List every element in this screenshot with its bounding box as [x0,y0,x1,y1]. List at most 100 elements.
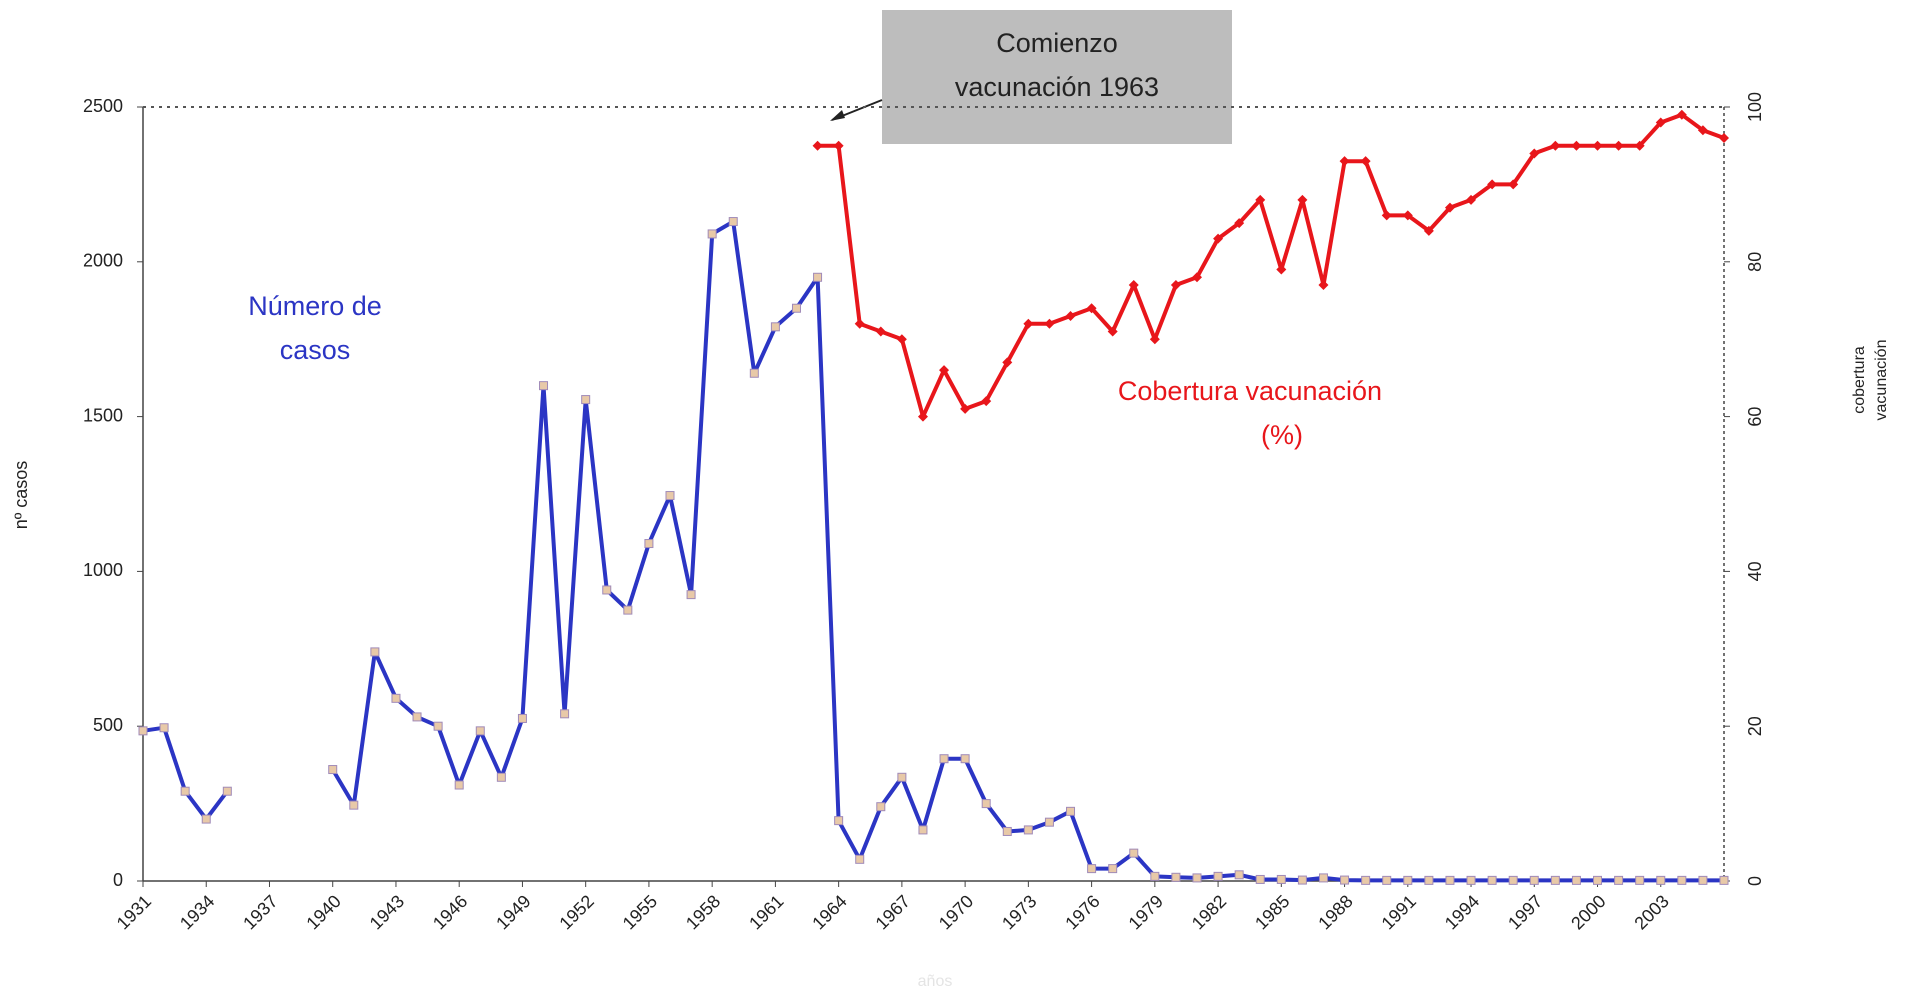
point [1107,326,1118,337]
point [1424,875,1434,885]
point [981,396,992,407]
y-tick-label: 1000 [83,560,123,580]
y2-axis-label-line: vacunación [1873,340,1890,421]
point [1508,875,1518,885]
point [1360,156,1371,167]
point [1571,875,1581,885]
point [1529,875,1539,885]
box-text-line: Comienzo [996,28,1118,58]
point [517,713,527,723]
point [854,318,865,329]
point [1128,280,1139,291]
point [1192,873,1202,883]
point [349,800,359,810]
point [1234,870,1244,880]
cases-annotation-line: Número de [248,291,382,321]
x-tick-label: 1994 [1441,891,1483,933]
point [1087,864,1097,874]
point [1402,210,1413,221]
point [1361,875,1371,885]
point [1213,233,1224,244]
point [1150,871,1160,881]
point [939,365,950,376]
point [1002,826,1012,836]
point [1276,264,1287,275]
point [813,272,823,282]
point [1719,132,1729,143]
point [749,368,759,378]
x-tick-label: 1991 [1378,891,1420,933]
x-tick-label: 1982 [1188,891,1230,933]
x-tick-label: 1967 [872,891,914,933]
point [665,491,675,501]
point [1276,874,1286,884]
arrow-head [830,110,845,121]
point [1614,875,1624,885]
y-axis-label: nº casos [11,461,31,530]
point [1592,140,1603,151]
point [1318,873,1328,883]
x-tick-label: 1976 [1061,891,1103,933]
point [454,780,464,790]
point [1149,334,1160,345]
point [1086,303,1097,314]
point [1339,156,1350,167]
series-line [817,112,1725,419]
point [960,754,970,764]
point [1002,357,1013,368]
box-text: Comienzo vacunación 1963 [955,28,1159,102]
point [981,799,991,809]
x-tick-label: 1961 [745,891,787,933]
point [1613,140,1624,151]
point [1529,148,1540,159]
point [1318,280,1329,291]
y2-tick-label: 40 [1745,561,1765,581]
x-tick-label: 1985 [1251,891,1293,933]
coverage-annotation: Cobertura vacunación (%) [1118,376,1382,450]
x-tick-label: 1934 [176,891,218,933]
y2-tick-label: 100 [1745,92,1765,122]
point [855,854,865,864]
point [1508,179,1519,190]
point [875,326,886,337]
point [560,709,570,719]
point [1487,875,1497,885]
point [686,590,696,600]
x-tick-label: 1973 [998,891,1040,933]
point [433,721,443,731]
point [1550,875,1560,885]
y-tick-label: 2000 [83,251,123,271]
point [918,825,928,835]
y-tick-label: 2500 [83,96,123,116]
point [1255,874,1265,884]
x-axis-label: años [918,973,953,990]
x-tick-label: 1940 [302,891,344,933]
point [1487,179,1498,190]
point [475,726,485,736]
y-tick-label: 1500 [83,405,123,425]
x-tick-label: 1958 [682,891,724,933]
x-tick-label: 2003 [1630,891,1672,933]
point [707,229,717,239]
x-tick-label: 1955 [619,891,661,933]
point [412,712,422,722]
x-tick-label: 1979 [1125,891,1167,933]
x-tick-label: 1952 [555,891,597,933]
x-tick-label: 1964 [808,891,850,933]
point [728,217,738,227]
point [1550,140,1561,151]
point [581,395,591,405]
coverage-annotation-line: (%) [1261,420,1303,450]
x-tick-label: 1937 [239,891,281,933]
x-tick-label: 1988 [1314,891,1356,933]
y2-tick-label: 20 [1745,716,1765,736]
x-tick-label: 1943 [366,891,408,933]
point [201,814,211,824]
point [1635,875,1645,885]
point [1697,125,1708,136]
point [180,786,190,796]
point [1571,140,1582,151]
point [1044,817,1054,827]
point [1192,272,1202,283]
